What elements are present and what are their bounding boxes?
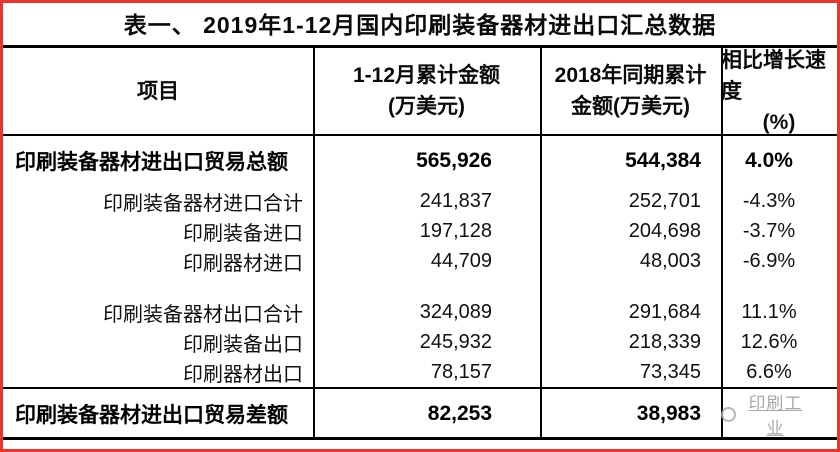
row-amount-2018: 73,345 xyxy=(639,360,701,383)
table-bottom-border xyxy=(3,437,837,440)
row-amount-2018: 252,701 xyxy=(628,189,701,212)
watermark-text: 印刷工业 xyxy=(748,394,803,438)
row-amount-2018: 38,983 xyxy=(636,402,701,425)
row-amount-2018: 544,384 xyxy=(625,149,701,172)
row-growth: 12.6% xyxy=(740,330,798,353)
row-growth-cell: 印刷工业 xyxy=(721,389,837,439)
row-growth: 4.0% xyxy=(745,149,793,172)
header-amount-2019-line1: 1-12月累计金额 xyxy=(352,64,501,87)
row-growth: -6.9% xyxy=(742,249,796,272)
table-row-equipment-import: 印刷装备进口 197,128 204,698 -3.7% xyxy=(3,216,837,246)
row-amount-2019: 324,089 xyxy=(419,300,492,323)
row-label: 印刷装备出口 xyxy=(183,333,303,356)
title-divider xyxy=(3,45,837,48)
header-item-line1: 项目 xyxy=(137,79,179,103)
column-divider-1 xyxy=(313,48,315,438)
row-amount-2019: 197,128 xyxy=(419,219,492,242)
row-amount-2019: 241,837 xyxy=(419,189,492,212)
table-row-import-total: 印刷装备器材进口合计 241,837 252,701 -4.3% xyxy=(3,186,837,216)
table-row-export-total: 印刷装备器材出口合计 324,089 291,684 11.1% xyxy=(3,297,837,327)
header-amount-2018: 2018年同期累计 金额(万美元) xyxy=(540,48,721,134)
watermark: 印刷工业 xyxy=(721,389,817,439)
row-amount-2019: 78,157 xyxy=(430,360,492,383)
table-row-material-export: 印刷器材出口 78,157 73,345 6.6% xyxy=(3,357,837,387)
table-row-material-import: 印刷器材进口 44,709 48,003 -6.9% xyxy=(3,246,837,276)
balance-row-divider xyxy=(3,387,837,389)
watermark-logo-icon xyxy=(721,406,736,422)
header-growth: 相比增长速度 (%) xyxy=(721,48,837,134)
header-amount-2018-line2: 金额(万美元) xyxy=(571,95,690,118)
row-label: 印刷器材出口 xyxy=(183,363,303,386)
row-growth: 11.1% xyxy=(741,300,797,323)
row-label: 印刷装备器材进出口贸易差额 xyxy=(15,404,288,427)
header-amount-2018-line1: 2018年同期累计 xyxy=(554,64,707,87)
header-item: 项目 xyxy=(3,48,313,134)
header-amount-2019-line2: (万美元) xyxy=(388,95,465,118)
row-amount-2019: 565,926 xyxy=(416,149,492,172)
row-amount-2019: 245,932 xyxy=(419,330,492,353)
column-divider-2 xyxy=(540,48,542,438)
header-divider xyxy=(3,134,837,136)
table-row-balance: 印刷装备器材进出口贸易差额 82,253 38,983 印刷工业 xyxy=(3,389,837,439)
row-growth: -4.3% xyxy=(742,189,796,212)
table-row-total: 印刷装备器材进出口贸易总额 565,926 544,384 4.0% xyxy=(3,136,837,186)
row-amount-2019: 82,253 xyxy=(427,402,492,425)
row-label: 印刷装备进口 xyxy=(183,222,303,245)
row-label: 印刷装备器材进出口贸易总额 xyxy=(15,151,288,174)
row-growth: 6.6% xyxy=(746,360,792,383)
row-growth: -3.7% xyxy=(742,219,796,242)
row-amount-2019: 44,709 xyxy=(430,249,492,272)
table-title: 表一、 2019年1-12月国内印刷装备器材进出口汇总数据 xyxy=(123,12,717,38)
row-label: 印刷器材进口 xyxy=(183,252,303,275)
row-amount-2018: 218,339 xyxy=(628,330,701,353)
table-header-row: 项目 1-12月累计金额 (万美元) 2018年同期累计 金额(万美元) 相比增… xyxy=(3,48,837,134)
row-amount-2018: 291,684 xyxy=(628,300,701,323)
row-amount-2018: 48,003 xyxy=(639,249,701,272)
row-label: 印刷装备器材出口合计 xyxy=(103,303,303,326)
table-row-equipment-export: 印刷装备出口 245,932 218,339 12.6% xyxy=(3,327,837,357)
header-growth-line2: (%) xyxy=(762,110,796,134)
header-amount-2019: 1-12月累计金额 (万美元) xyxy=(313,48,540,134)
column-divider-3 xyxy=(721,48,723,438)
row-label: 印刷装备器材进口合计 xyxy=(103,192,303,215)
row-amount-2018: 204,698 xyxy=(628,219,701,242)
header-growth-line1: 相比增长速度 xyxy=(721,48,826,103)
